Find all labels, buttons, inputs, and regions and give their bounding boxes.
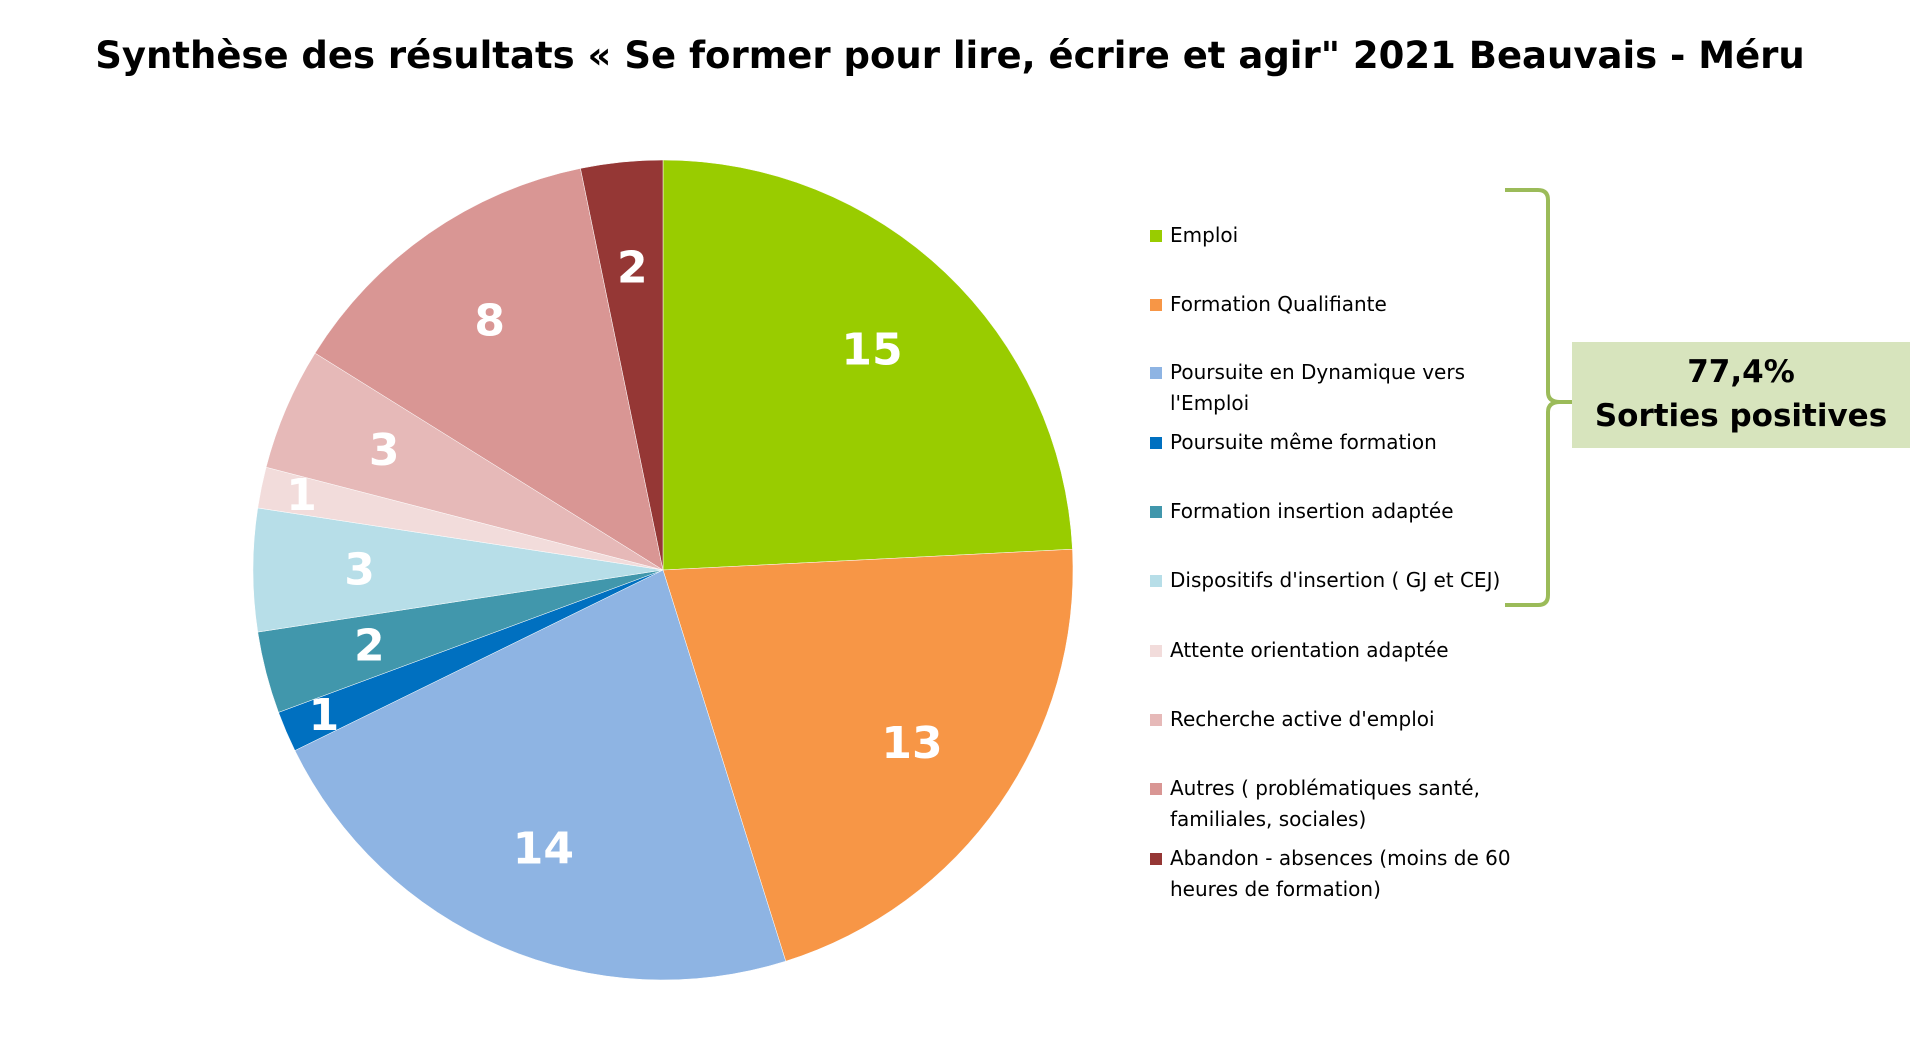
legend-swatch xyxy=(1150,853,1162,865)
chart-title: Synthèse des résultats « Se former pour … xyxy=(95,34,1805,77)
slice-label-attente-orientation-adaptee: 1 xyxy=(286,470,317,521)
slice-label-autres-problematiques-sante-familiales-sociales: 8 xyxy=(474,295,505,346)
legend-label: Formation insertion adaptée xyxy=(1170,499,1454,523)
legend-label: Poursuite même formation xyxy=(1170,430,1437,454)
slice-label-dispositifs-d-insertion-gj-et-cej: 3 xyxy=(344,545,375,596)
slice-label-abandon-absences-moins-de-60-heures-de-formation: 2 xyxy=(617,243,648,294)
pie-slice-autres-problematiques-sante-familiales-sociales xyxy=(314,168,664,571)
slice-label-formation-qualifiante: 13 xyxy=(881,718,942,769)
positive-outcomes-value: 77,4% xyxy=(1687,354,1795,390)
pie-slice-formation-qualifiante xyxy=(662,548,1074,962)
legend-label: Abandon - absences (moins de 60 heures d… xyxy=(1170,846,1511,901)
legend-item-autres-problematiques-sante-familiales-sociales: Autres ( problématiques santé, familiale… xyxy=(1150,773,1530,835)
legend-label: Emploi xyxy=(1170,223,1239,247)
legend-swatch xyxy=(1150,230,1162,242)
legend-swatch xyxy=(1150,437,1162,449)
pie-slice-abandon-absences-moins-de-60-heures-de-formation xyxy=(580,159,664,571)
legend-swatch xyxy=(1150,575,1162,587)
slice-label-formation-insertion-adaptee: 2 xyxy=(354,621,385,672)
legend-swatch xyxy=(1150,506,1162,518)
legend-item-formation-qualifiante: Formation Qualifiante xyxy=(1150,289,1387,320)
legend-label: Attente orientation adaptée xyxy=(1170,638,1449,662)
legend-label: Poursuite en Dynamique vers l'Emploi xyxy=(1170,360,1465,415)
legend-item-attente-orientation-adaptee: Attente orientation adaptée xyxy=(1150,635,1449,666)
legend-label: Dispositifs d'insertion ( GJ et CEJ) xyxy=(1170,568,1501,592)
pie-slice-poursuite-en-dynamique-vers-l-emploi xyxy=(294,569,787,981)
legend-label: Recherche active d'emploi xyxy=(1170,707,1435,731)
positive-outcomes-box: 77,4% Sorties positives xyxy=(1572,342,1910,448)
legend-swatch xyxy=(1150,645,1162,657)
legend-item-dispositifs-d-insertion-gj-et-cej: Dispositifs d'insertion ( GJ et CEJ) xyxy=(1150,565,1500,596)
legend-item-abandon-absences-moins-de-60-heures-de-formation: Abandon - absences (moins de 60 heures d… xyxy=(1150,843,1530,905)
legend-swatch xyxy=(1150,714,1162,726)
legend-item-formation-insertion-adaptee: Formation insertion adaptée xyxy=(1150,496,1454,527)
legend-item-emploi: Emploi xyxy=(1150,220,1238,251)
bracket-line xyxy=(1505,188,1572,607)
pie-slice-emploi xyxy=(662,159,1073,571)
positive-outcomes-text: Sorties positives xyxy=(1594,398,1888,434)
legend-label: Autres ( problématiques santé, familiale… xyxy=(1170,776,1480,831)
slice-label-poursuite-meme-formation: 1 xyxy=(309,690,340,741)
slice-label-recherche-active-d-emploi: 3 xyxy=(369,425,400,476)
slice-label-emploi: 15 xyxy=(841,325,902,376)
slice-label-poursuite-en-dynamique-vers-l-emploi: 14 xyxy=(513,823,574,874)
legend-item-poursuite-en-dynamique-vers-l-emploi: Poursuite en Dynamique vers l'Emploi xyxy=(1150,357,1530,419)
legend-swatch xyxy=(1150,299,1162,311)
legend-item-poursuite-meme-formation: Poursuite même formation xyxy=(1150,427,1437,458)
legend-swatch xyxy=(1150,783,1162,795)
legend-item-recherche-active-d-emploi: Recherche active d'emploi xyxy=(1150,704,1435,735)
legend-label: Formation Qualifiante xyxy=(1170,292,1387,316)
legend-swatch xyxy=(1150,367,1162,379)
